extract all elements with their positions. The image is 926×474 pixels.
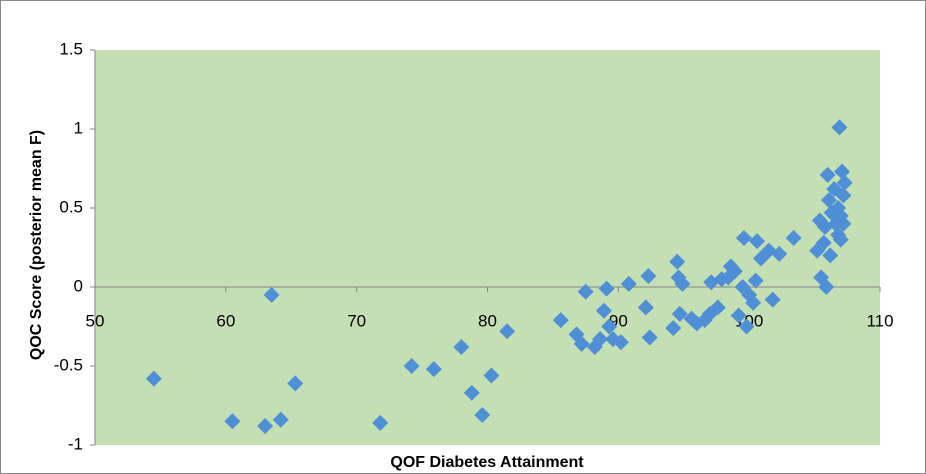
data-point [577, 283, 594, 300]
data-point [403, 358, 420, 374]
data-point [836, 174, 853, 191]
data-point [573, 335, 590, 352]
data-point [620, 275, 637, 292]
data-point [834, 163, 851, 180]
data-point [595, 302, 612, 319]
data-point [224, 413, 241, 430]
x-tick-label: 50 [86, 311, 105, 330]
data-point [272, 411, 289, 428]
x-tick-label: 60 [216, 311, 235, 330]
data-point [640, 267, 657, 284]
data-point [830, 226, 847, 243]
data-point [738, 318, 755, 335]
y-axis-title: QOC Score (posterior mean F) [28, 130, 45, 360]
data-point [822, 247, 839, 264]
x-tick-label: 80 [478, 311, 497, 330]
data-point [831, 119, 848, 136]
data-point [764, 291, 781, 308]
data-point [835, 187, 852, 204]
data-point [145, 370, 162, 387]
y-tick-label: 0 [74, 276, 83, 295]
data-point [463, 384, 480, 401]
data-point [612, 334, 629, 351]
data-point [598, 280, 615, 297]
data-point [372, 414, 389, 431]
data-point [674, 275, 691, 292]
plot-area [95, 50, 880, 445]
data-point [499, 323, 516, 340]
x-axis-title: QOF Diabetes Attainment [390, 454, 584, 471]
data-point [483, 367, 500, 384]
data-point [819, 166, 836, 183]
data-point [552, 312, 569, 329]
data-point [835, 215, 852, 232]
x-tick-label: 70 [347, 311, 366, 330]
data-point [747, 272, 764, 289]
data-point [709, 299, 726, 316]
x-tick-label: 110 [866, 311, 893, 330]
data-point [818, 279, 835, 295]
y-tick-label: 1.5 [59, 39, 83, 58]
data-point [749, 233, 766, 250]
data-point [771, 245, 788, 262]
data-point [637, 299, 654, 316]
data-point [641, 329, 658, 346]
data-point [601, 318, 618, 335]
data-point [785, 230, 802, 247]
data-point [263, 286, 280, 303]
y-tick-label: -1 [68, 434, 83, 453]
data-point [665, 320, 682, 337]
data-point [592, 331, 609, 348]
data-point [730, 307, 747, 324]
y-tick-label: 1 [74, 118, 83, 137]
data-point [453, 339, 470, 356]
data-point [820, 192, 837, 209]
data-point [257, 418, 274, 435]
data-point [669, 253, 686, 270]
data-point [745, 294, 762, 311]
y-tick-label: 0.5 [59, 197, 83, 216]
data-point [815, 234, 832, 251]
data-point [671, 305, 688, 322]
y-tick-label: -0.5 [54, 355, 83, 374]
data-point [726, 263, 743, 280]
data-point [735, 230, 752, 247]
data-point [287, 375, 304, 392]
data-point [425, 361, 442, 378]
data-point [474, 406, 491, 423]
